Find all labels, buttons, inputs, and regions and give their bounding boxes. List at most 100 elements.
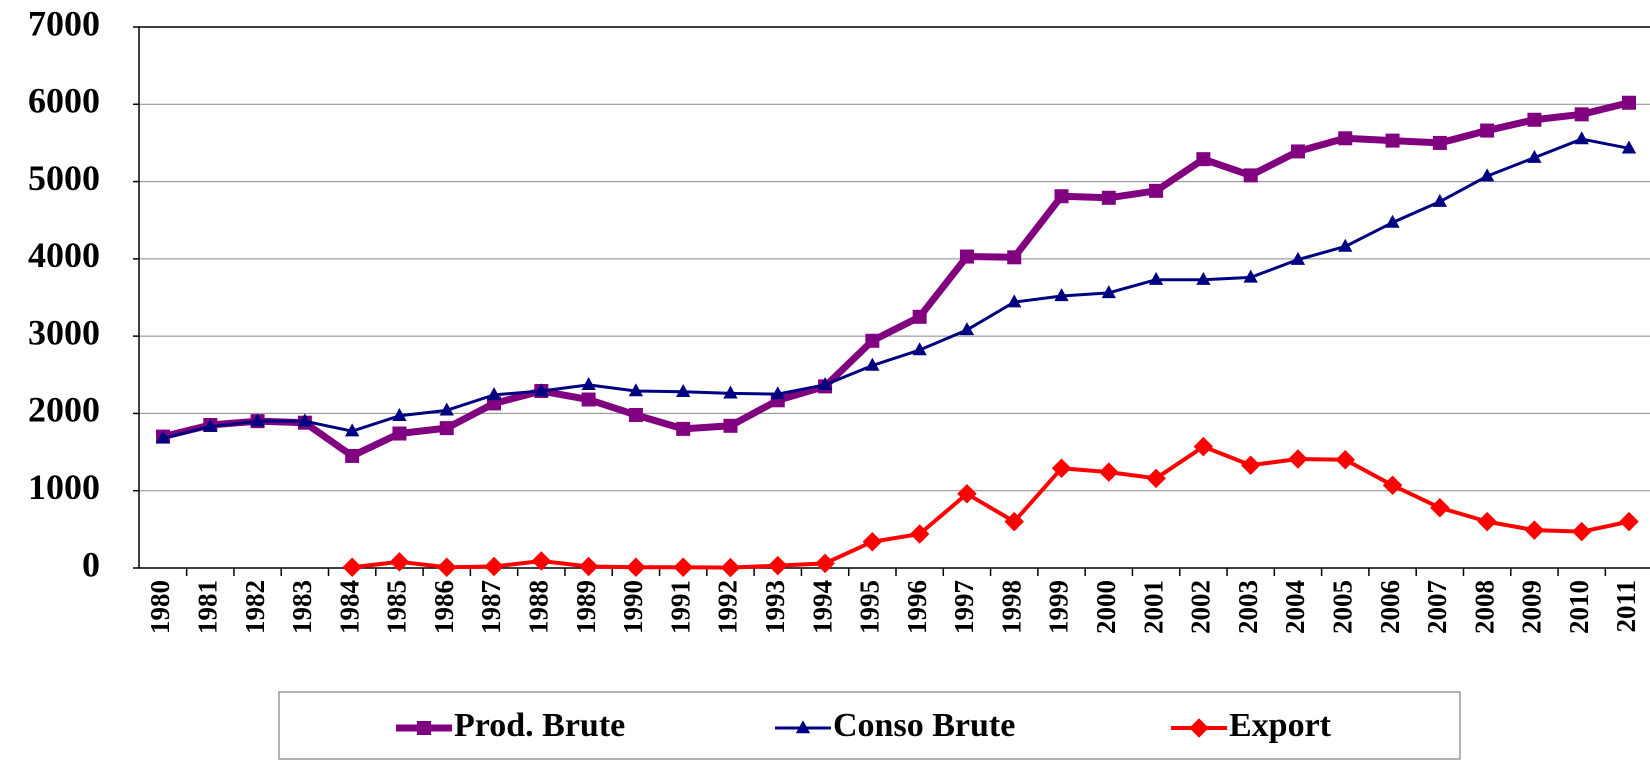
data-point [1101, 190, 1116, 205]
x-tick-label: 1990 [618, 580, 648, 634]
data-point [531, 551, 552, 571]
y-tick-label: 5000 [28, 158, 100, 198]
y-tick-label: 4000 [28, 235, 100, 275]
data-point [342, 557, 362, 577]
data-point [1430, 497, 1450, 518]
x-tick-label: 1999 [1044, 580, 1074, 634]
x-tick-label: 1995 [855, 580, 885, 634]
data-point [1385, 133, 1400, 148]
y-tick-label: 0 [82, 544, 100, 584]
data-point [912, 309, 927, 324]
data-point [628, 407, 643, 422]
data-point [297, 413, 313, 427]
data-point [909, 524, 930, 544]
data-point [581, 377, 596, 391]
data-point [957, 484, 977, 504]
x-tick-label: 2009 [1517, 580, 1547, 634]
y-tick-label: 7000 [28, 3, 100, 43]
data-point [534, 383, 549, 397]
data-point [1243, 269, 1258, 283]
x-tick-label: 1991 [665, 580, 695, 634]
data-point [1054, 288, 1069, 302]
data-point [1054, 189, 1069, 204]
data-point [486, 387, 502, 401]
data-point [1477, 511, 1497, 532]
series-line [351, 444, 1630, 570]
data-point [1479, 168, 1495, 182]
data-point [155, 430, 171, 444]
data-point [626, 557, 646, 577]
data-point [1101, 285, 1116, 299]
data-point [1148, 271, 1164, 285]
series-line [162, 137, 1630, 440]
x-tick-label: 2005 [1327, 580, 1357, 634]
data-point [865, 333, 880, 348]
data-point [1004, 511, 1024, 532]
x-tick-label: 2011 [1611, 580, 1641, 633]
x-tick-label: 1982 [240, 580, 270, 634]
legend-label: Conso Brute [833, 707, 1015, 744]
legend-box [278, 691, 1461, 760]
data-point [628, 383, 644, 397]
x-tick-label: 2000 [1091, 580, 1121, 634]
x-tick-label: 2007 [1422, 580, 1452, 634]
data-point [1196, 152, 1211, 167]
series-line [162, 99, 1630, 460]
data-point [817, 377, 833, 391]
x-tick-label: 1988 [524, 580, 554, 634]
data-point [865, 357, 880, 371]
data-point [1574, 107, 1589, 122]
data-point [1007, 250, 1022, 265]
data-point [439, 421, 454, 436]
data-point [1051, 458, 1072, 479]
x-tick-label: 1986 [429, 580, 459, 634]
x-tick-label: 1987 [476, 580, 506, 634]
data-point [1524, 520, 1545, 540]
data-point [676, 421, 691, 436]
x-tick-label: 1985 [382, 580, 412, 634]
x-tick-label: 1997 [949, 580, 979, 634]
data-point [723, 385, 738, 399]
data-point [1527, 112, 1542, 127]
data-point [1288, 449, 1308, 469]
x-tick-label: 1984 [334, 580, 364, 634]
data-point [484, 556, 504, 577]
data-point [1193, 436, 1214, 457]
data-point [392, 407, 407, 421]
x-tick-label: 2003 [1233, 580, 1263, 634]
data-point [1574, 131, 1589, 145]
x-tick-label: 2001 [1138, 580, 1168, 634]
data-point [1527, 149, 1542, 163]
legend-label: Prod. Brute [454, 707, 625, 744]
data-point [1622, 95, 1636, 110]
legend-marker [795, 720, 811, 734]
data-point [436, 557, 457, 577]
x-tick-label: 1981 [192, 580, 222, 634]
legend-marker [1189, 718, 1209, 738]
data-point [959, 249, 974, 264]
data-point [1619, 511, 1639, 532]
data-point [768, 555, 788, 576]
data-point [1290, 251, 1306, 265]
data-point [1480, 123, 1495, 138]
data-point [1290, 144, 1305, 159]
x-tick-label: 1994 [807, 580, 837, 634]
data-point [250, 413, 265, 427]
data-point [1196, 271, 1211, 285]
x-tick-label: 1983 [287, 580, 317, 634]
data-point [345, 448, 360, 463]
x-tick-label: 2010 [1564, 580, 1594, 634]
data-point [1385, 214, 1400, 228]
y-tick-label: 2000 [28, 390, 100, 430]
data-point [578, 556, 599, 577]
y-tick-label: 3000 [28, 312, 100, 352]
x-tick-label: 2004 [1280, 580, 1310, 634]
data-point [1240, 455, 1261, 475]
data-point [862, 531, 883, 552]
data-point [1007, 294, 1022, 308]
x-tick-label: 2002 [1186, 580, 1216, 634]
data-point [581, 392, 596, 407]
data-point [1338, 238, 1353, 252]
x-tick-label: 1980 [145, 580, 175, 634]
